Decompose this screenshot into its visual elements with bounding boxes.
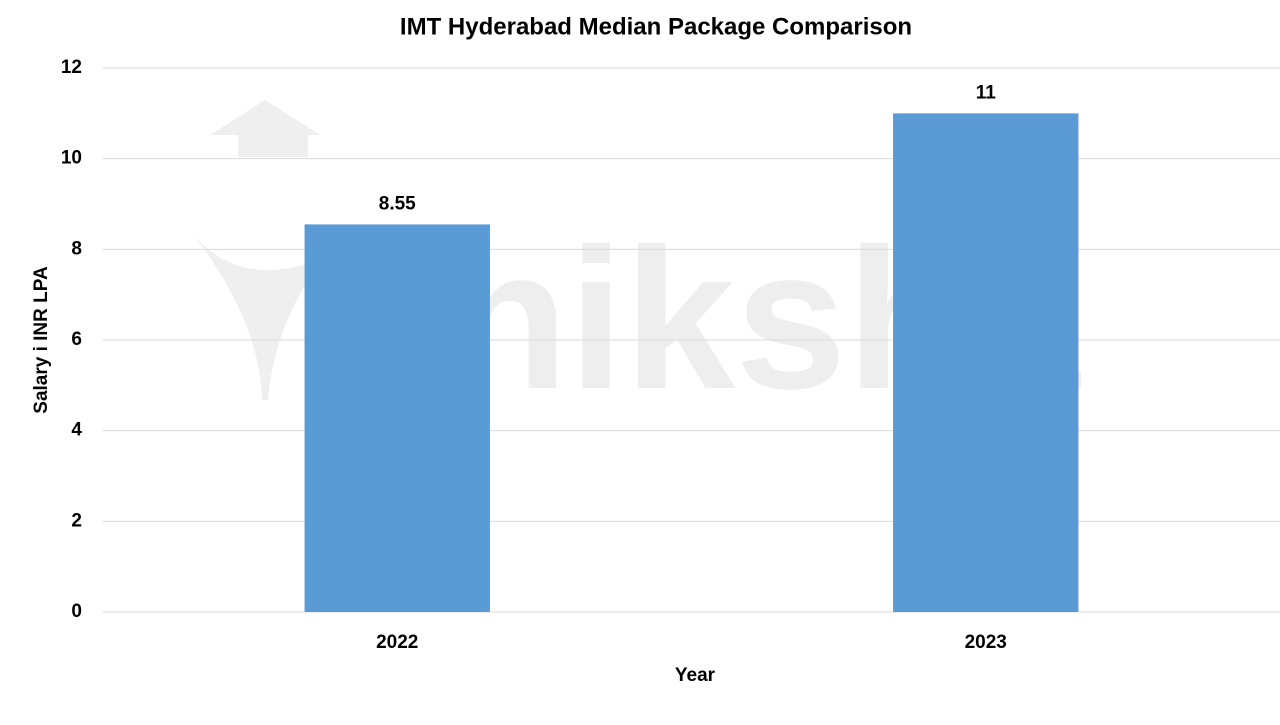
- value-label: 8.55: [379, 193, 416, 214]
- watermark-cap-base: [238, 135, 308, 157]
- y-tick-label: 0: [71, 601, 82, 622]
- y-tick-label: 6: [71, 329, 82, 350]
- y-tick-label: 12: [61, 57, 82, 78]
- chart-title: IMT Hyderabad Median Package Comparison: [400, 13, 912, 40]
- y-tick-label: 8: [71, 238, 82, 259]
- x-tick-label: 2023: [965, 632, 1007, 653]
- watermark-cap: [210, 100, 320, 135]
- x-tick-label: 2022: [376, 632, 418, 653]
- bar: [304, 224, 490, 612]
- bar: [893, 113, 1079, 612]
- value-label: 11: [976, 82, 997, 103]
- y-tick-label: 10: [61, 148, 82, 169]
- y-tick-label: 2: [71, 510, 82, 531]
- y-tick-label: 4: [71, 420, 82, 441]
- x-axis-title: Year: [675, 665, 716, 686]
- y-axis-title: Salary i INR LPA: [31, 266, 52, 414]
